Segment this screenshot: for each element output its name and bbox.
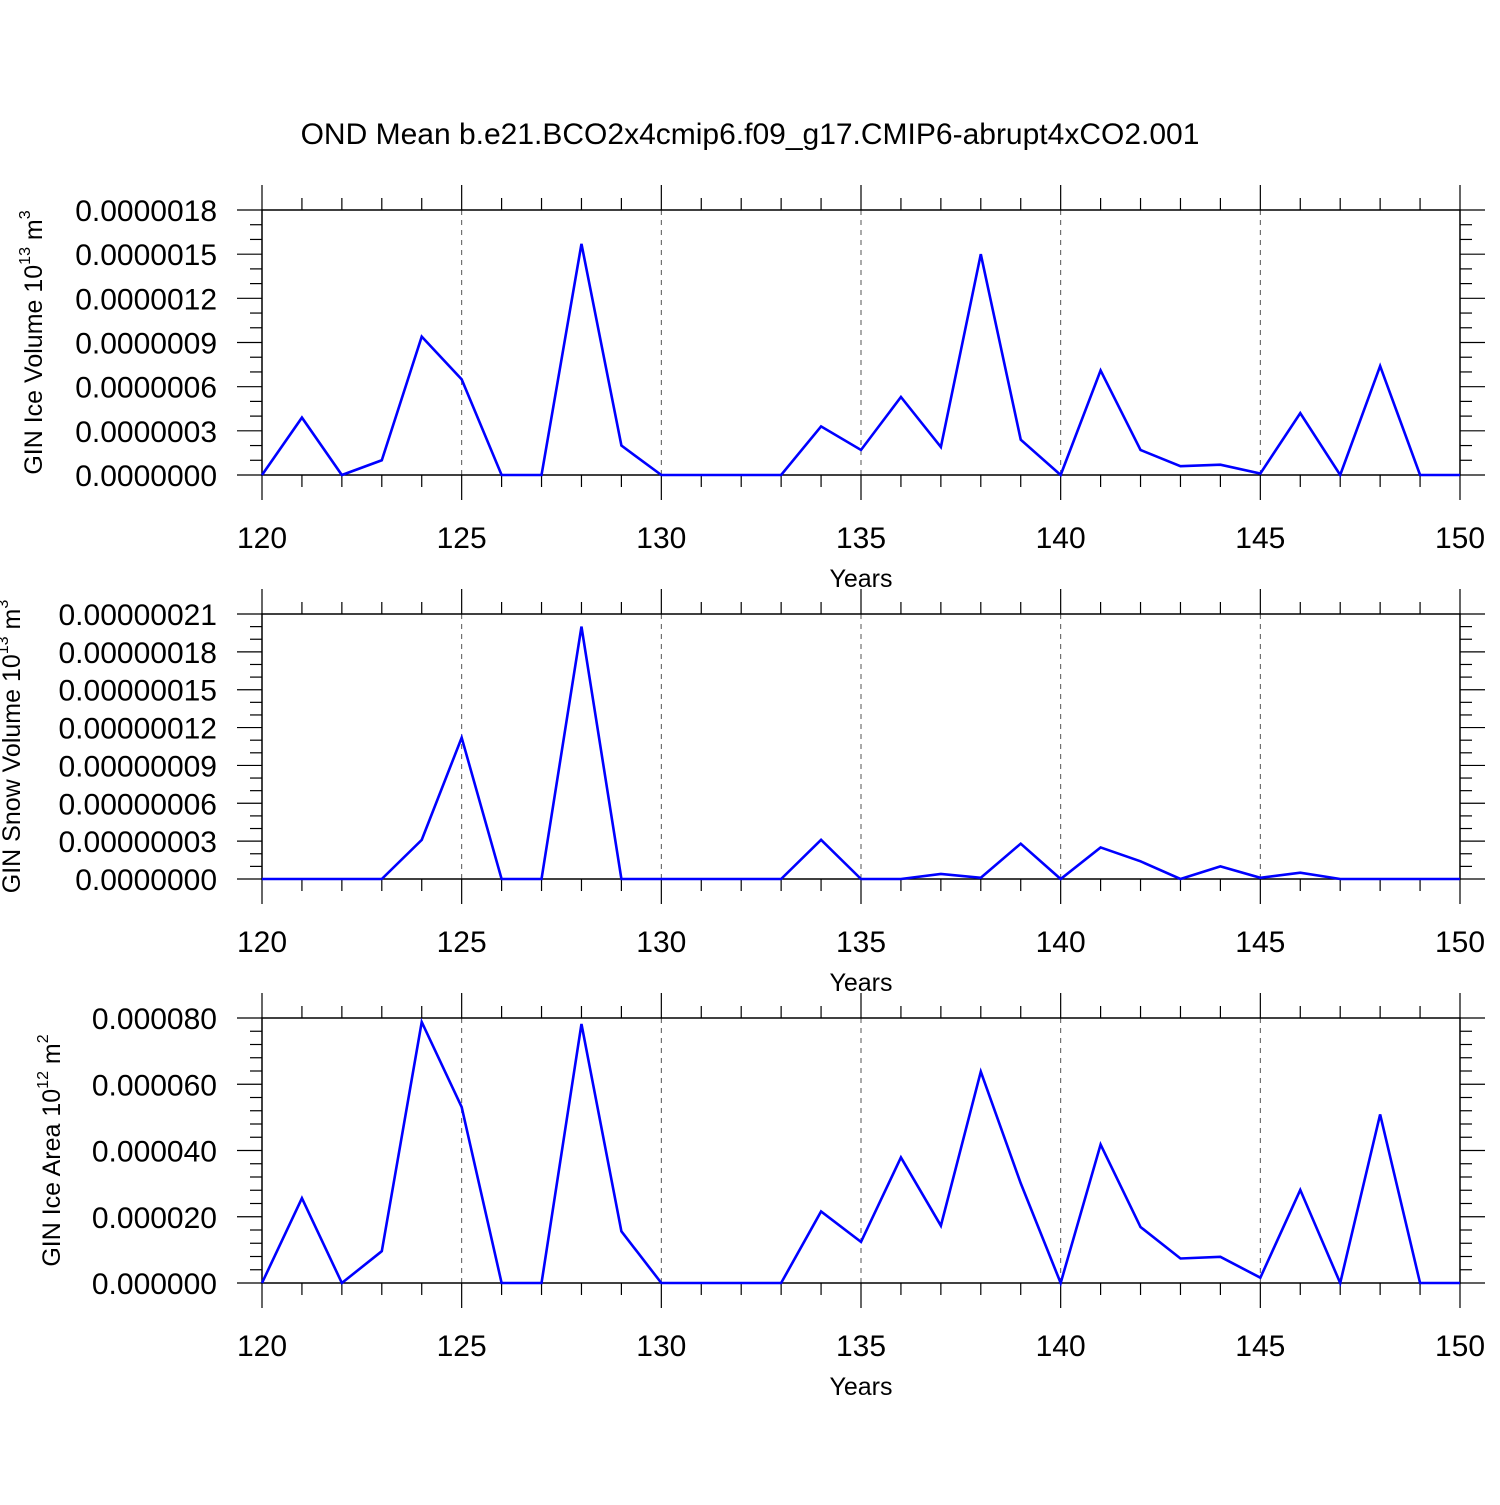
- panel1-x-axis-label: Years: [829, 565, 892, 593]
- panel3-y-tick-label: 0.000060: [92, 1069, 217, 1102]
- panel1-x-tick-label: 145: [1235, 522, 1285, 555]
- panel1-y-axis-label-ylabel-main: GIN Ice Volume 10: [20, 265, 48, 475]
- panel2-y-tick-label: 0.00000006: [59, 788, 218, 821]
- panel3-y-axis-label-ylabel-unit: m: [38, 1043, 66, 1071]
- panel2-y-tick-label: 0.0000000: [75, 864, 217, 897]
- panel2-y-tick-label: 0.00000012: [59, 713, 218, 746]
- panel2-y-axis-label-ylabel-exp: 13: [0, 636, 12, 654]
- panel3-y-axis-label: GIN Ice Area 1012 m2: [35, 1034, 66, 1266]
- panel1-x-tick-label: 140: [1036, 522, 1086, 555]
- panel2-y-tick-label: 0.00000018: [59, 637, 218, 670]
- panel2-y-tick-label: 0.00000021: [59, 599, 218, 632]
- panel3-y-tick-label: 0.000020: [92, 1202, 217, 1235]
- panel2-y-axis-label: GIN Snow Volume 1013 m3: [0, 600, 26, 894]
- panel3-y-axis-label-ylabel-main: GIN Ice Area 10: [38, 1089, 66, 1267]
- panel1-y-axis-label-ylabel-unit-exp: 3: [17, 210, 34, 219]
- panel1-x-tick-label: 125: [437, 522, 487, 555]
- panel1-x-tick-label: 120: [237, 522, 287, 555]
- panel3-y-axis-label-ylabel-unit-exp: 2: [35, 1034, 52, 1043]
- panel2-x-tick-label: 140: [1036, 926, 1086, 959]
- panel3-x-tick-label: 125: [437, 1330, 487, 1363]
- panel2-y-tick-label: 0.00000003: [59, 826, 218, 859]
- panel1-y-tick-label: 0.0000015: [75, 239, 217, 272]
- panel1-y-tick-label: 0.0000012: [75, 283, 217, 316]
- panel2-x-tick-label: 145: [1235, 926, 1285, 959]
- panel2-y-axis-label-ylabel-main: GIN Snow Volume 10: [0, 654, 26, 893]
- panel1-y-tick-label: 0.0000009: [75, 328, 217, 361]
- panel2-x-tick-label: 135: [836, 926, 886, 959]
- panel3-y-tick-label: 0.000080: [92, 1003, 217, 1036]
- panel1-y-axis-label-ylabel-exp: 13: [17, 247, 34, 265]
- panel1-x-tick-label: 150: [1435, 522, 1485, 555]
- panel3-x-tick-label: 120: [237, 1330, 287, 1363]
- panel1-y-tick-label: 0.0000003: [75, 416, 217, 449]
- panel1-x-tick-label: 135: [836, 522, 886, 555]
- panel1-x-tick-label: 130: [636, 522, 686, 555]
- panel2-y-axis-label-ylabel-unit-exp: 3: [0, 600, 12, 609]
- panel1-y-axis-label-ylabel-unit: m: [20, 219, 48, 247]
- panel3-y-tick-label: 0.000040: [92, 1136, 217, 1169]
- panel2-x-tick-label: 125: [437, 926, 487, 959]
- panel2-y-tick-label: 0.00000009: [59, 750, 218, 783]
- panel3-y-tick-label: 0.000000: [92, 1268, 217, 1301]
- panel2-x-tick-label: 130: [636, 926, 686, 959]
- panel1-y-tick-label: 0.0000006: [75, 372, 217, 405]
- panel2-y-tick-label: 0.00000015: [59, 675, 218, 708]
- panel3-x-tick-label: 135: [836, 1330, 886, 1363]
- panel3-x-axis-label: Years: [829, 1373, 892, 1401]
- panel3-x-tick-label: 140: [1036, 1330, 1086, 1363]
- panel2-x-tick-label: 150: [1435, 926, 1485, 959]
- panel3-x-tick-label: 130: [636, 1330, 686, 1363]
- panel1-y-tick-label: 0.0000000: [75, 460, 217, 493]
- panel2-x-tick-label: 120: [237, 926, 287, 959]
- panel1-y-tick-label: 0.0000018: [75, 195, 217, 228]
- panel3-x-tick-label: 150: [1435, 1330, 1485, 1363]
- panel3-x-tick-label: 145: [1235, 1330, 1285, 1363]
- panel3-y-axis-label-ylabel-exp: 12: [35, 1071, 52, 1089]
- figure-title: OND Mean b.e21.BCO2x4cmip6.f09_g17.CMIP6…: [0, 118, 1500, 152]
- panel1-y-axis-label: GIN Ice Volume 1013 m3: [17, 210, 48, 474]
- panel2-y-axis-label-ylabel-unit: m: [0, 609, 26, 637]
- panel2-x-axis-label: Years: [829, 969, 892, 997]
